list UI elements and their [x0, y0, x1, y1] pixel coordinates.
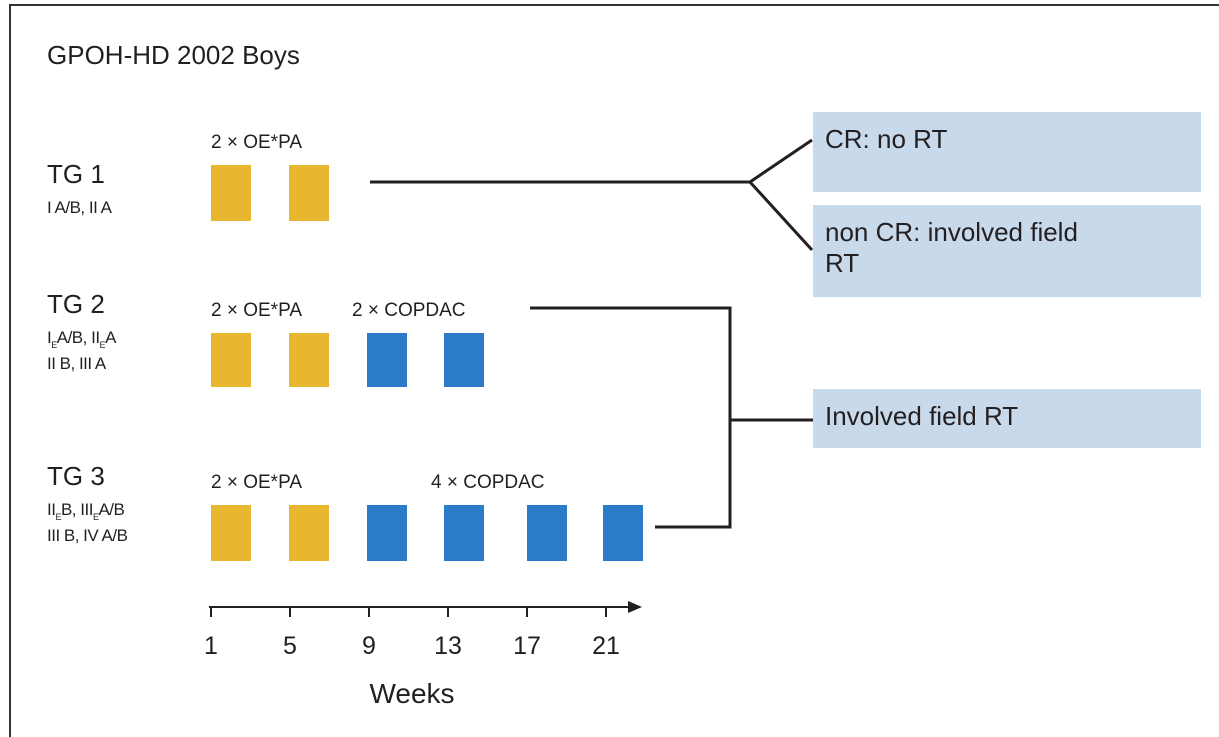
oepa-block — [211, 333, 251, 387]
regimen-label: 2 × OE*PA — [211, 300, 302, 321]
outcome-text: Involved field RT — [825, 401, 1018, 431]
axis-label: Weeks — [369, 678, 454, 709]
regimen-label: 2 × OE*PA — [211, 472, 302, 493]
connector — [370, 138, 814, 252]
connector — [530, 306, 813, 529]
oepa-block — [211, 505, 251, 561]
tick-label: 5 — [283, 632, 297, 660]
stage-text: II B, III A — [47, 354, 107, 373]
stage-subscript: E — [93, 512, 99, 522]
oepa-block — [289, 505, 329, 561]
tick-label: 13 — [434, 632, 462, 660]
tick-label: 9 — [362, 632, 376, 660]
stage-line: IIEB, IIIEA/B — [47, 500, 125, 522]
stage-subscript: E — [51, 340, 57, 350]
tick-label: 17 — [513, 632, 541, 660]
copdac-block — [367, 333, 407, 387]
stage-text: A/B, II — [57, 328, 100, 347]
axis-arrow — [628, 601, 642, 613]
stage-text: I A/B, II A — [47, 198, 113, 217]
outcome-box — [813, 389, 1201, 448]
outcome-text: CR: no RT — [825, 124, 947, 154]
tick-label: 1 — [204, 632, 218, 660]
regimen-label: 2 × COPDAC — [352, 300, 466, 321]
group-label: TG 3 — [47, 461, 105, 491]
oepa-block — [289, 333, 329, 387]
stage-line: I A/B, II A — [47, 198, 113, 217]
copdac-block — [367, 505, 407, 561]
stage-text: II — [47, 500, 55, 519]
stage-text: I — [47, 328, 51, 347]
group-label: TG 1 — [47, 159, 105, 189]
stage-text: A — [105, 328, 117, 347]
stage-line: III B, IV A/B — [47, 526, 128, 545]
copdac-block — [603, 505, 643, 561]
title: GPOH-HD 2002 Boys — [47, 40, 300, 70]
copdac-block — [444, 333, 484, 387]
stage-text: A/B — [98, 500, 124, 519]
group-label: TG 2 — [47, 289, 105, 319]
outcome-box — [813, 205, 1201, 297]
stage-subscript: E — [100, 340, 106, 350]
stage-subscript: E — [55, 512, 61, 522]
regimen-label: 4 × COPDAC — [431, 472, 545, 493]
blocks — [211, 165, 643, 561]
outcome-text: non CR: involved field — [825, 217, 1078, 247]
outcome-box — [813, 112, 1201, 192]
stage-line: IEA/B, IIEA — [47, 328, 117, 350]
copdac-block — [444, 505, 484, 561]
tick-label: 21 — [592, 632, 620, 660]
oepa-block — [289, 165, 329, 221]
stage-line: II B, III A — [47, 354, 107, 373]
outcome-text: RT — [825, 248, 859, 278]
oepa-block — [211, 165, 251, 221]
stage-text: B, III — [61, 500, 93, 519]
copdac-block — [527, 505, 567, 561]
regimen-label: 2 × OE*PA — [211, 132, 302, 153]
frame — [9, 4, 1219, 737]
stage-text: III B, IV A/B — [47, 526, 128, 545]
